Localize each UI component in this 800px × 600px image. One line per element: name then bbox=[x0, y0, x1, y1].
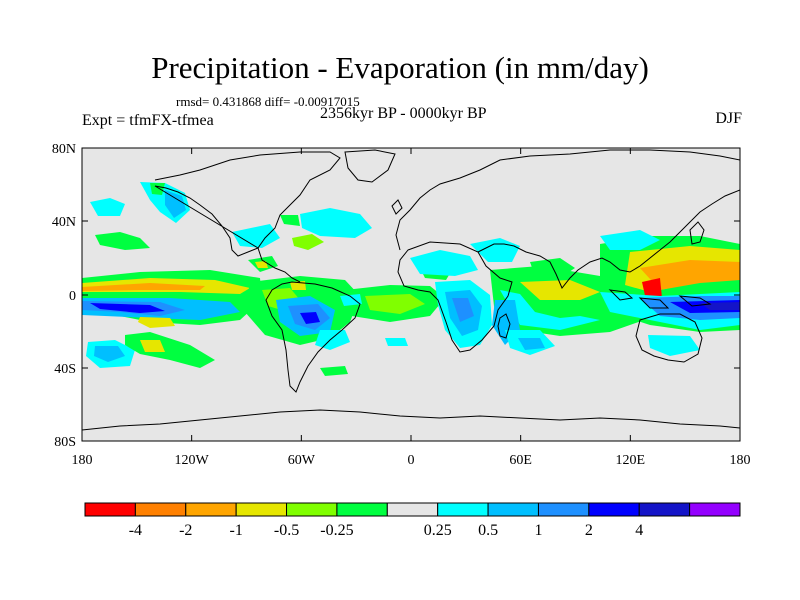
lon-label: 180 bbox=[72, 453, 93, 468]
east-asia-cyan bbox=[600, 230, 660, 250]
uk-coast bbox=[391, 199, 403, 215]
colorbar-label: -4 bbox=[129, 522, 142, 539]
lat-label: 80N bbox=[52, 142, 76, 157]
atlantic-green-2 bbox=[280, 215, 300, 226]
indonesia-coast bbox=[608, 289, 712, 309]
period-label: 2356kyr BP - 0000kyr BP bbox=[320, 105, 487, 122]
greenland-coast bbox=[344, 149, 396, 183]
caribbean-yellow bbox=[255, 261, 268, 268]
alaska-blue bbox=[165, 190, 186, 218]
colorbar-label: -0.5 bbox=[274, 522, 299, 539]
south-pacific-lightblue bbox=[94, 346, 125, 362]
west-pacific-red bbox=[642, 278, 662, 300]
colorbar bbox=[84, 502, 741, 517]
caribbean-cyan bbox=[232, 224, 280, 248]
north-pacific-green bbox=[95, 232, 150, 250]
colorbar-swatch bbox=[286, 502, 338, 517]
colorbar-label: -2 bbox=[179, 522, 192, 539]
south-atlantic-cyan bbox=[385, 338, 408, 346]
lat-label: 80S bbox=[54, 435, 76, 450]
japan-coast bbox=[689, 221, 705, 245]
colorbar-labels: -4 -2 -1 -0.5 -0.25 0.25 0.5 1 2 4 bbox=[129, 522, 644, 539]
west-pacific-orange bbox=[640, 260, 740, 290]
lon-label: 120W bbox=[175, 453, 210, 468]
colorbar-label: -1 bbox=[229, 522, 242, 539]
season-label: DJF bbox=[715, 110, 742, 127]
australia-coast bbox=[635, 313, 703, 363]
north-america-coast bbox=[154, 151, 341, 283]
colorbar-label: 0.5 bbox=[478, 522, 498, 539]
colorbar-label: 1 bbox=[534, 522, 542, 539]
indian-ocean-yellow bbox=[520, 280, 600, 300]
plot-title: Precipitation - Evaporation (in mm/day) bbox=[151, 50, 649, 85]
north-pacific-cyan bbox=[90, 198, 125, 216]
stats-text: rmsd= 0.431868 diff= -0.00917015 bbox=[176, 94, 360, 109]
colorbar-swatch bbox=[437, 502, 489, 517]
colorbar-swatch bbox=[336, 502, 388, 517]
colorbar-label: 2 bbox=[585, 522, 593, 539]
anomaly-field bbox=[82, 182, 740, 376]
colorbar-swatch bbox=[386, 502, 439, 517]
latitude-axis: 80N 40N 0 40S 80S bbox=[52, 142, 740, 450]
lon-label: 180 bbox=[730, 453, 751, 468]
colorbar-swatch bbox=[235, 502, 288, 517]
north-africa-cyan bbox=[410, 250, 478, 276]
lat-label: 40S bbox=[54, 362, 76, 377]
atlantic-equator-lightgreen bbox=[365, 294, 425, 314]
antarctica-coast bbox=[82, 409, 740, 431]
colorbar-swatch bbox=[185, 502, 237, 517]
north-atlantic-cyan bbox=[300, 208, 372, 238]
colorbar-label: 0.25 bbox=[424, 522, 452, 539]
colorbar-swatch bbox=[134, 502, 187, 517]
south-america-coast bbox=[265, 281, 361, 393]
africa-blue bbox=[452, 298, 474, 322]
indian-ocean-cyan bbox=[500, 290, 600, 330]
australia-cyan bbox=[648, 335, 700, 356]
lon-label: 0 bbox=[408, 453, 415, 468]
lat-label: 40N bbox=[52, 215, 76, 230]
sahara-cyan bbox=[470, 238, 520, 262]
lon-label: 60W bbox=[288, 453, 316, 468]
africa-coast bbox=[397, 241, 513, 353]
colorbar-swatch bbox=[84, 502, 136, 517]
alaska-green bbox=[150, 183, 165, 195]
south-pacific-yellow-2 bbox=[140, 340, 165, 352]
colorbar-swatch bbox=[638, 502, 691, 517]
colorbar-label: -0.25 bbox=[320, 522, 353, 539]
colorbar-swatch bbox=[487, 502, 539, 517]
eurasia-coast bbox=[395, 149, 740, 289]
longitude-axis: 180 120W 60W 0 60E 120E 180 bbox=[72, 148, 751, 468]
lon-label: 60E bbox=[509, 453, 532, 468]
south-pacific-yellow bbox=[138, 317, 175, 328]
lat-label: 0 bbox=[69, 289, 76, 304]
madagascar-coast bbox=[497, 313, 511, 339]
south-atlantic-green bbox=[320, 366, 348, 376]
south-america-core bbox=[300, 312, 320, 324]
lon-label: 120E bbox=[616, 453, 646, 468]
experiment-label: Expt = tfmFX-tfmea bbox=[82, 112, 214, 129]
colorbar-swatch bbox=[537, 502, 590, 517]
atlantic-green bbox=[292, 234, 324, 250]
colorbar-swatch bbox=[689, 502, 741, 517]
pacific-orange-band bbox=[82, 283, 205, 291]
colorbar-swatch bbox=[588, 502, 640, 517]
south-indian-blue bbox=[518, 338, 545, 350]
coastlines bbox=[82, 149, 740, 431]
pacific-core-blue bbox=[90, 303, 165, 313]
colorbar-label: 4 bbox=[635, 522, 643, 539]
atlantic-equator-cyan bbox=[340, 294, 362, 306]
south-america-cyan bbox=[315, 330, 350, 350]
